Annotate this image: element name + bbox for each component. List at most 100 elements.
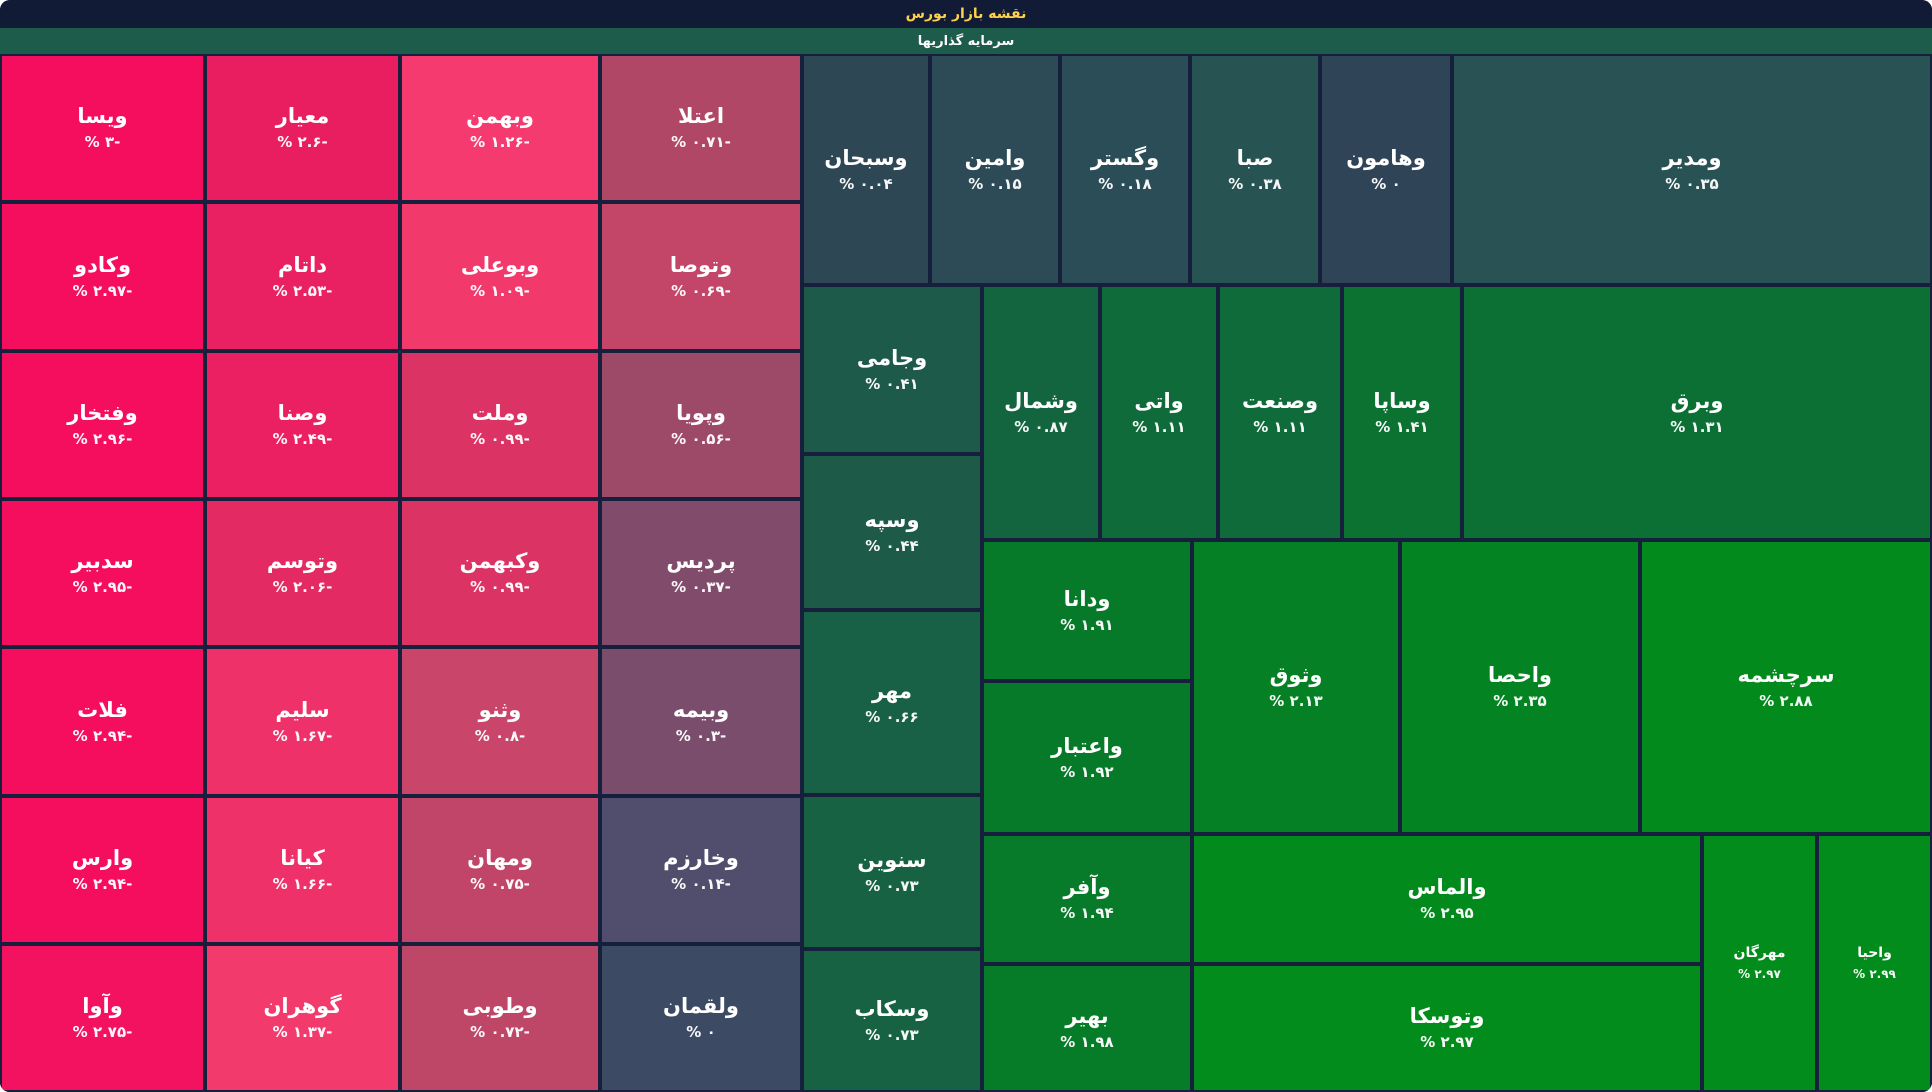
stock-symbol: ومهان: [467, 846, 533, 870]
stock-tile[interactable]: وگستر ۰.۱۸ %: [1060, 54, 1190, 285]
stock-symbol: واحصا: [1488, 663, 1552, 687]
stock-tile[interactable]: وسپه ۰.۴۴ %: [802, 454, 982, 610]
stock-tile[interactable]: ودانا ۱.۹۱ %: [982, 540, 1192, 681]
stock-tile[interactable]: وکادو -۲.۹۷ %: [0, 202, 205, 351]
stock-percent: ۲.۳۵ %: [1493, 692, 1547, 710]
stock-symbol: واعتبار: [1051, 733, 1123, 758]
stock-symbol: وثوق: [1269, 663, 1323, 687]
stock-tile[interactable]: ویسا -۳ %: [0, 54, 205, 202]
stock-percent: ۲.۱۳ %: [1269, 692, 1323, 710]
stock-tile[interactable]: سنوین ۰.۷۳ %: [802, 795, 982, 949]
stock-tile[interactable]: وتوسکا ۲.۹۷ %: [1192, 964, 1702, 1092]
stock-tile[interactable]: ومهان -۰.۷۵ %: [400, 796, 600, 944]
stock-tile[interactable]: کیانا -۱.۶۶ %: [205, 796, 400, 944]
stock-symbol: وامین: [964, 145, 1026, 170]
stock-tile[interactable]: ومدیر ۰.۳۵ %: [1452, 54, 1932, 285]
stock-tile[interactable]: سلیم -۱.۶۷ %: [205, 647, 400, 796]
stock-percent: ۱.۱۱ %: [1253, 417, 1307, 436]
stock-symbol: وتوسم: [266, 549, 339, 573]
stock-symbol: وهامون: [1346, 145, 1426, 170]
stock-tile[interactable]: وصنا -۲.۴۹ %: [205, 351, 400, 499]
stock-symbol: وجامی: [856, 345, 928, 370]
stock-tile[interactable]: وملت -۰.۹۹ %: [400, 351, 600, 499]
stock-symbol: سدبیر: [71, 549, 134, 573]
stock-symbol: وارس: [71, 846, 134, 870]
stock-tile[interactable]: وصنعت ۱.۱۱ %: [1218, 285, 1342, 540]
stock-tile[interactable]: وسکاب ۰.۷۳ %: [802, 949, 982, 1092]
stock-tile[interactable]: واتی ۱.۱۱ %: [1100, 285, 1218, 540]
stock-tile[interactable]: وثنو -۰.۸ %: [400, 647, 600, 796]
stock-tile[interactable]: داتام -۲.۵۳ %: [205, 202, 400, 351]
stock-percent: ۲.۸۸ %: [1759, 692, 1813, 710]
stock-percent: ۰.۳۵ %: [1665, 174, 1719, 193]
stock-percent: ۰.۴۴ %: [865, 537, 919, 555]
stock-tile[interactable]: وشمال ۰.۸۷ %: [982, 285, 1100, 540]
stock-tile[interactable]: وساپا ۱.۴۱ %: [1342, 285, 1462, 540]
stock-tile[interactable]: وآوا -۲.۷۵ %: [0, 944, 205, 1092]
stock-tile[interactable]: فلات -۲.۹۴ %: [0, 647, 205, 796]
stock-tile[interactable]: وسبحان ۰.۰۴ %: [802, 54, 930, 285]
stock-tile[interactable]: پردیس -۰.۳۷ %: [600, 499, 802, 647]
stock-tile[interactable]: وپویا -۰.۵۶ %: [600, 351, 802, 499]
stock-tile[interactable]: وطوبی -۰.۷۲ %: [400, 944, 600, 1092]
app-title-bar: نقشه بازار بورس: [0, 0, 1932, 28]
stock-percent: ۲.۹۵ %: [1420, 904, 1474, 922]
stock-percent: ۰.۱۸ %: [1098, 174, 1152, 193]
stock-percent: ۰.۳۸ %: [1228, 174, 1282, 193]
stock-tile[interactable]: مهرگان ۲.۹۷ %: [1702, 834, 1817, 1092]
stock-symbol: وکادو: [74, 252, 131, 277]
stock-tile[interactable]: ولقمان ۰ %: [600, 944, 802, 1092]
stock-tile[interactable]: سرچشمه ۲.۸۸ %: [1640, 540, 1932, 834]
stock-percent: ۰.۷۳ %: [865, 877, 919, 895]
stock-tile[interactable]: بهیر ۱.۹۸ %: [982, 964, 1192, 1092]
stock-tile[interactable]: گوهران -۱.۳۷ %: [205, 944, 400, 1092]
stock-tile[interactable]: واعتبار ۱.۹۲ %: [982, 681, 1192, 834]
stock-tile[interactable]: وفتخار -۲.۹۶ %: [0, 351, 205, 499]
stock-percent: -۲.۹۴ %: [72, 726, 133, 745]
stock-symbol: وسپه: [864, 508, 920, 532]
stock-tile[interactable]: وتوصا -۰.۶۹ %: [600, 202, 802, 351]
stock-tile[interactable]: وخارزم -۰.۱۴ %: [600, 796, 802, 944]
stock-tile[interactable]: والماس ۲.۹۵ %: [1192, 834, 1702, 964]
stock-percent: ۱.۱۱ %: [1132, 417, 1186, 436]
stock-symbol: وثنو: [478, 697, 522, 722]
stock-percent: -۳ %: [84, 133, 121, 151]
stock-tile[interactable]: وثوق ۲.۱۳ %: [1192, 540, 1400, 834]
stock-symbol: وبهمن: [466, 104, 534, 128]
stock-tile[interactable]: اعتلا -۰.۷۱ %: [600, 54, 802, 202]
stock-tile[interactable]: واحیا ۲.۹۹ %: [1817, 834, 1932, 1092]
stock-symbol: گوهران: [263, 994, 342, 1018]
stock-percent: -۰.۹۹ %: [470, 578, 530, 596]
stock-symbol: کیانا: [280, 846, 325, 870]
stock-percent: -۲.۹۶ %: [72, 430, 133, 448]
stock-tile[interactable]: وبرق ۱.۳۱ %: [1462, 285, 1932, 540]
stock-tile[interactable]: وبهمن -۱.۲۶ %: [400, 54, 600, 202]
stock-symbol: وخارزم: [663, 846, 739, 870]
stock-symbol: واتی: [1134, 388, 1184, 413]
stock-symbol: وصنا: [277, 401, 328, 425]
stock-symbol: داتام: [277, 252, 328, 277]
stock-symbol: واحیا: [1857, 945, 1892, 961]
stock-tile[interactable]: وهامون ۰ %: [1320, 54, 1452, 285]
stock-tile[interactable]: وارس -۲.۹۴ %: [0, 796, 205, 944]
stock-percent: ۱.۹۲ %: [1060, 762, 1114, 781]
treemap: ویسا -۳ % معیار -۲.۶ % وبهمن -۱.۲۶ % اعتلا -…: [0, 54, 1932, 1092]
stock-tile[interactable]: معیار -۲.۶ %: [205, 54, 400, 202]
stock-tile[interactable]: مهر ۰.۶۶ %: [802, 610, 982, 795]
stock-tile[interactable]: وامین ۰.۱۵ %: [930, 54, 1060, 285]
stock-symbol: وساپا: [1373, 388, 1431, 413]
stock-tile[interactable]: وکبهمن -۰.۹۹ %: [400, 499, 600, 647]
stock-tile[interactable]: وتوسم -۲.۰۶ %: [205, 499, 400, 647]
stock-percent: -۰.۷۵ %: [470, 875, 530, 893]
stock-tile[interactable]: صبا ۰.۳۸ %: [1190, 54, 1320, 285]
stock-tile[interactable]: وآفر ۱.۹۴ %: [982, 834, 1192, 964]
stock-tile[interactable]: وبوعلی -۱.۰۹ %: [400, 202, 600, 351]
stock-tile[interactable]: سدبیر -۲.۹۵ %: [0, 499, 205, 647]
stock-tile[interactable]: وبیمه -۰.۳ %: [600, 647, 802, 796]
stock-percent: ۱.۳۱ %: [1670, 417, 1724, 436]
stock-symbol: وگستر: [1090, 145, 1160, 170]
stock-symbol: ومدیر: [1662, 145, 1722, 170]
stock-tile[interactable]: واحصا ۲.۳۵ %: [1400, 540, 1640, 834]
stock-tile[interactable]: وجامی ۰.۴۱ %: [802, 285, 982, 454]
